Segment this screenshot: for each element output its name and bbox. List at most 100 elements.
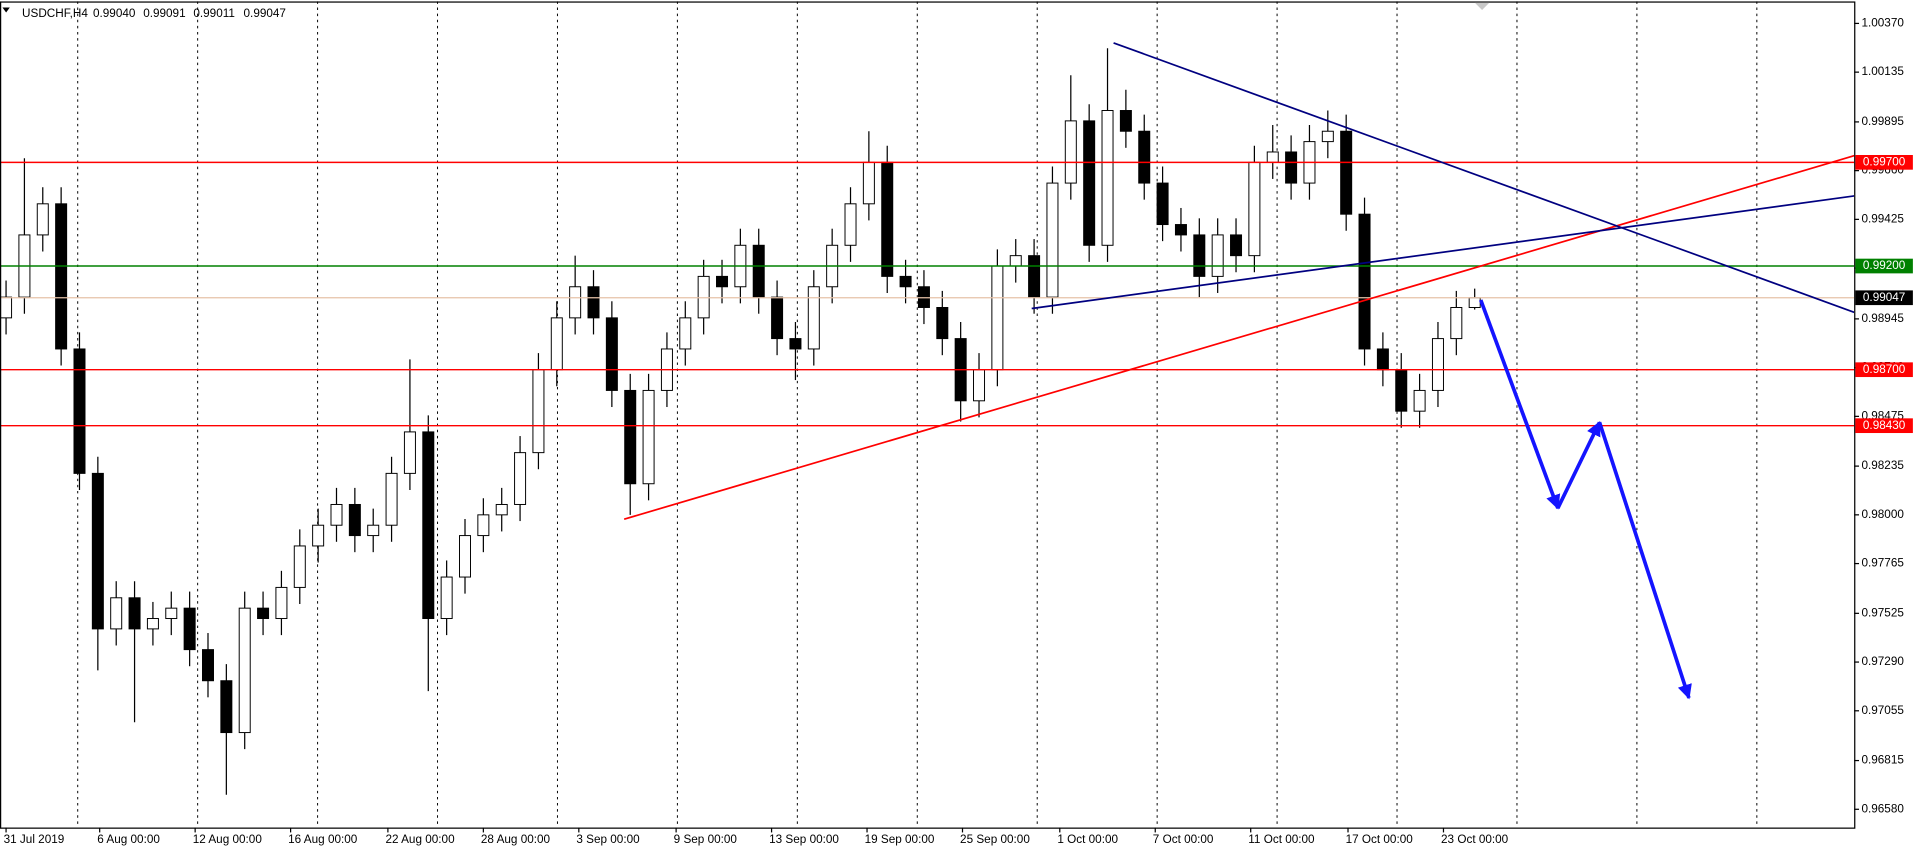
header-close: 0.99047 [244, 7, 286, 20]
candle-body [73, 348, 86, 474]
candle-body [587, 286, 600, 319]
candle-body [385, 472, 398, 526]
candle-body [1119, 110, 1132, 132]
candle-body [917, 286, 930, 308]
y-tick-label: 0.99895 [1861, 115, 1904, 128]
candle-body [1101, 110, 1114, 246]
x-tick-label: 22 Aug 00:00 [385, 833, 455, 846]
candle-body [0, 296, 13, 319]
x-tick-label: 6 Aug 00:00 [97, 833, 160, 846]
candle-body [899, 275, 912, 288]
y-tick-label: 1.00135 [1861, 65, 1904, 78]
candle-body [91, 472, 104, 630]
candle-body [1340, 130, 1353, 215]
candle-body [605, 317, 618, 391]
candle-body [312, 524, 325, 547]
candle-body [403, 431, 416, 474]
level-label-bg [1855, 154, 1913, 170]
candle-body [862, 161, 875, 205]
y-tick-label: 0.97055 [1861, 704, 1904, 717]
candle-body [881, 161, 894, 277]
candle-body [330, 503, 343, 526]
candle-body [991, 265, 1004, 371]
x-tick-label: 25 Sep 00:00 [960, 833, 1030, 846]
candle-body [55, 203, 68, 350]
forecast-arrow [1597, 421, 1692, 700]
candle-body [146, 618, 159, 630]
candle-body [716, 275, 729, 288]
x-tick-label: 7 Oct 00:00 [1153, 833, 1214, 846]
last-price-label: 0.99047 [1863, 291, 1905, 304]
y-tick-label: 0.98945 [1861, 312, 1904, 325]
candle-body [1431, 338, 1444, 391]
y-tick-label: 0.96815 [1861, 754, 1904, 767]
candle-body [1450, 307, 1463, 340]
candles [0, 48, 1481, 795]
candle-body [293, 545, 306, 588]
forecast-arrow [1479, 299, 1561, 510]
candle-body [1376, 348, 1389, 371]
axes: 1.003701.001350.998950.996600.994250.991… [4, 17, 1913, 846]
x-tick-label: 28 Aug 00:00 [481, 833, 551, 846]
candle-body [807, 286, 820, 350]
candle-body [1028, 255, 1041, 298]
x-tick-label: 31 Jul 2019 [4, 833, 65, 846]
candle-body [1174, 224, 1187, 236]
candle-body [183, 607, 196, 651]
candle-body [201, 649, 214, 682]
candle-body [348, 503, 361, 537]
candle-body [936, 307, 949, 340]
candle-body [275, 586, 288, 620]
level-label-bg [1855, 418, 1913, 434]
candle-body [642, 389, 655, 485]
candle-body [1009, 255, 1022, 267]
level-label: 0.98430 [1863, 419, 1906, 432]
x-tick-label: 9 Sep 00:00 [674, 833, 738, 846]
candle-body [973, 369, 986, 402]
candle-body [110, 597, 123, 630]
level-label: 0.99700 [1863, 155, 1906, 168]
candle-body [477, 514, 490, 537]
level-label-bg [1855, 362, 1913, 378]
candle-body [752, 244, 765, 298]
candle-body [257, 607, 270, 620]
x-tick-label: 12 Aug 00:00 [193, 833, 263, 846]
candle-body [1285, 151, 1298, 184]
trendline [623, 154, 1855, 521]
y-tick-label: 0.96580 [1861, 802, 1904, 815]
x-tick-label: 11 Oct 00:00 [1248, 833, 1315, 846]
candle-body [36, 203, 49, 236]
level-label: 0.99200 [1863, 259, 1906, 272]
plot-frame [0, 1, 1856, 829]
overlay [0, 42, 1855, 521]
candle-body [679, 317, 692, 350]
y-tick-label: 1.00370 [1861, 17, 1904, 30]
candle-body [1413, 389, 1426, 412]
candle-body [220, 680, 233, 734]
y-tick-label: 0.98000 [1861, 508, 1904, 521]
header-low: 0.99011 [193, 7, 235, 20]
candle-body [697, 275, 710, 319]
candle-body [165, 607, 178, 620]
shift-marker [1474, 2, 1490, 11]
x-tick-label: 3 Sep 00:00 [576, 833, 640, 846]
y-tick-label: 0.97290 [1861, 655, 1904, 668]
candle-body [789, 338, 802, 350]
candle-body [771, 296, 784, 340]
candle-body [238, 607, 251, 734]
candle-body [1266, 151, 1279, 163]
level-label-bg [1855, 258, 1913, 274]
y-tick-label: 0.97765 [1861, 557, 1904, 570]
candle-body [1358, 213, 1371, 350]
x-tick-label: 1 Oct 00:00 [1057, 833, 1118, 846]
menu-icon [2, 7, 10, 13]
candle-body [624, 389, 637, 485]
candle-body [1156, 182, 1169, 226]
candle-body [1064, 120, 1077, 184]
trendline [1113, 42, 1855, 314]
candle-body [422, 431, 435, 620]
candle-body [1468, 297, 1481, 308]
candle-body [569, 286, 582, 319]
